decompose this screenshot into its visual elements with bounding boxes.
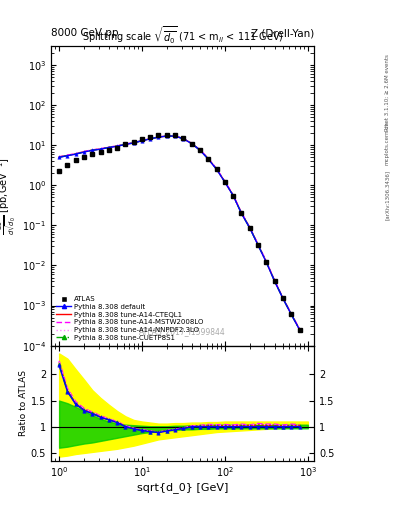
Legend: ATLAS, Pythia 8.308 default, Pythia 8.308 tune-A14-CTEQL1, Pythia 8.308 tune-A14: ATLAS, Pythia 8.308 default, Pythia 8.30… xyxy=(55,295,205,342)
X-axis label: sqrt{d_0} [GeV]: sqrt{d_0} [GeV] xyxy=(137,482,228,493)
Text: [arXiv:1306.3436]: [arXiv:1306.3436] xyxy=(385,169,389,220)
Y-axis label: $\frac{d\sigma}{d\sqrt{d_0}}$ [pb,GeV$^{-1}$]: $\frac{d\sigma}{d\sqrt{d_0}}$ [pb,GeV$^{… xyxy=(0,157,19,234)
Y-axis label: Ratio to ATLAS: Ratio to ATLAS xyxy=(19,370,28,436)
Text: Rivet 3.1.10; ≥ 2.6M events: Rivet 3.1.10; ≥ 2.6M events xyxy=(385,54,389,131)
Title: Splitting scale $\sqrt{\overline{d_0}}$ (71 < m$_{ll}$ < 111 GeV): Splitting scale $\sqrt{\overline{d_0}}$ … xyxy=(82,25,284,46)
Text: mcplots.cern.ch: mcplots.cern.ch xyxy=(385,121,389,165)
Text: 8000 GeV pp: 8000 GeV pp xyxy=(51,28,119,38)
Text: ATLAS_2017_I1599844: ATLAS_2017_I1599844 xyxy=(140,328,226,336)
Text: Z (Drell-Yan): Z (Drell-Yan) xyxy=(251,28,314,38)
